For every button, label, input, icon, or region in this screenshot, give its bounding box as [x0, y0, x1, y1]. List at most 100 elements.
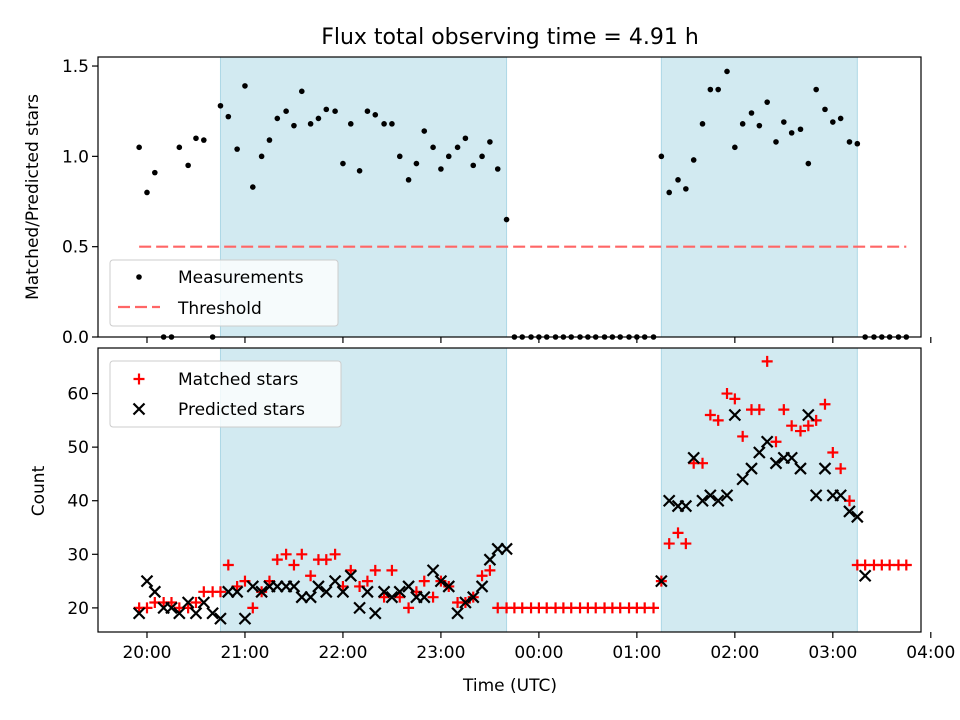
matched-star-point	[190, 597, 202, 609]
matched-star-point	[369, 564, 381, 576]
predicted-star-point	[704, 489, 717, 502]
predicted-star-point	[760, 435, 774, 449]
matched-star-point	[827, 446, 839, 458]
predicted-star-point	[851, 510, 864, 524]
predicted-star-point	[148, 585, 162, 599]
matched-star-point	[403, 602, 415, 614]
predicted-star-point	[417, 590, 431, 604]
measurement-point	[503, 216, 510, 223]
predicted-star-point	[173, 606, 186, 620]
matched-star-point	[345, 564, 357, 576]
predicted-star-point	[238, 612, 252, 625]
predicted-star-point	[165, 601, 178, 615]
predicted-star-point	[720, 489, 734, 502]
predicted-star-point	[426, 564, 440, 577]
measurement-point	[136, 144, 142, 151]
predicted-star-point	[753, 446, 766, 459]
matched-star-point	[786, 420, 798, 432]
legend-predicted-marker	[132, 402, 146, 416]
measurement-point	[781, 119, 787, 125]
legend-matched-marker	[133, 373, 145, 385]
measurement-point	[405, 177, 412, 183]
measurement-point	[445, 153, 452, 160]
x-tick-label: 00:00	[514, 643, 563, 663]
measurement-point	[454, 144, 461, 151]
matched-star-point	[761, 355, 773, 367]
top-shaded-interval	[660, 56, 858, 338]
measurement-point	[658, 153, 665, 160]
bottom-y-tick-label: 20	[67, 599, 89, 619]
bottom-panel: 20 30 40 50 60 20:00 21:00 22:00 23:00 00:00 01:0…	[29, 347, 955, 696]
measurement-point	[666, 189, 673, 196]
matched-star-point	[753, 404, 765, 416]
measurement-point	[201, 137, 207, 143]
predicted-star-point	[687, 451, 700, 465]
predicted-star-point	[769, 456, 783, 470]
matched-star-point	[802, 420, 814, 432]
measurement-point	[266, 137, 273, 143]
matched-star-point	[778, 404, 790, 416]
legend-threshold-label: Threshold	[177, 299, 262, 319]
measurement-point	[389, 121, 395, 127]
measurement-point	[479, 153, 485, 160]
predicted-star-point	[818, 462, 832, 475]
bottom-legend-box	[109, 360, 342, 428]
matched-star-point	[721, 388, 733, 400]
predicted-star-point	[843, 505, 856, 518]
measurement-point	[683, 186, 689, 192]
measurement-point	[732, 144, 738, 151]
measurement-point	[739, 121, 746, 127]
measurement-point	[438, 166, 444, 172]
measurement-point	[340, 160, 346, 167]
matched-star-point	[484, 564, 496, 576]
predicted-star-point	[483, 553, 497, 566]
bottom-y-tick-label: 60	[67, 385, 89, 405]
predicted-star-point	[393, 585, 407, 599]
legend-matched-label: Matched stars	[178, 370, 298, 390]
measurement-point	[234, 146, 240, 152]
measurement-point	[381, 121, 387, 127]
predicted-star-point	[132, 606, 146, 620]
bottom-y-axis-label: Count	[29, 465, 49, 516]
predicted-star-point	[728, 408, 742, 422]
top-y-tick-label: 0.0	[62, 328, 89, 348]
measurement-point	[396, 153, 403, 160]
measurement-point	[283, 108, 289, 114]
measurement-point	[356, 168, 363, 174]
matched-star-point	[361, 575, 373, 587]
x-tick-label: 03:00	[808, 643, 857, 663]
measurement-point	[748, 110, 755, 116]
predicted-star-point	[475, 580, 489, 593]
measurement-points	[136, 68, 910, 340]
measurement-point	[494, 166, 501, 172]
matched-star-point	[729, 393, 741, 405]
measurement-point	[298, 88, 305, 95]
measurement-point	[152, 169, 158, 176]
matched-star-point	[320, 554, 332, 566]
predicted-star-point	[230, 585, 244, 599]
predicted-star-point	[696, 494, 709, 507]
top-legend-box	[109, 259, 339, 327]
legend-predicted-label: Predicted stars	[178, 400, 305, 420]
measurement-point	[217, 102, 224, 109]
predicted-star-point	[402, 580, 415, 593]
measurement-point	[846, 139, 853, 145]
measurement-point	[837, 115, 844, 122]
matched-star-point	[672, 527, 684, 539]
measurement-point	[332, 108, 338, 114]
x-tick-label: 23:00	[416, 643, 465, 663]
x-tick-label: 21:00	[220, 643, 269, 663]
matched-star-point	[900, 559, 912, 571]
predicted-star-point	[304, 590, 317, 604]
measurement-point	[250, 184, 256, 190]
top-panel: 0.0 0.5 1.0 1.5 Matched/Predicted stars Mea…	[23, 56, 932, 348]
matched-star-point	[394, 591, 406, 603]
predicted-star-point	[834, 489, 847, 502]
predicted-star-point	[809, 489, 823, 502]
predicted-star-point	[442, 580, 456, 593]
measurement-point	[315, 115, 322, 122]
measurement-point	[274, 115, 281, 122]
matched-star-point	[427, 591, 439, 603]
predicted-star-point	[320, 585, 333, 599]
matched-star-point	[271, 554, 283, 566]
